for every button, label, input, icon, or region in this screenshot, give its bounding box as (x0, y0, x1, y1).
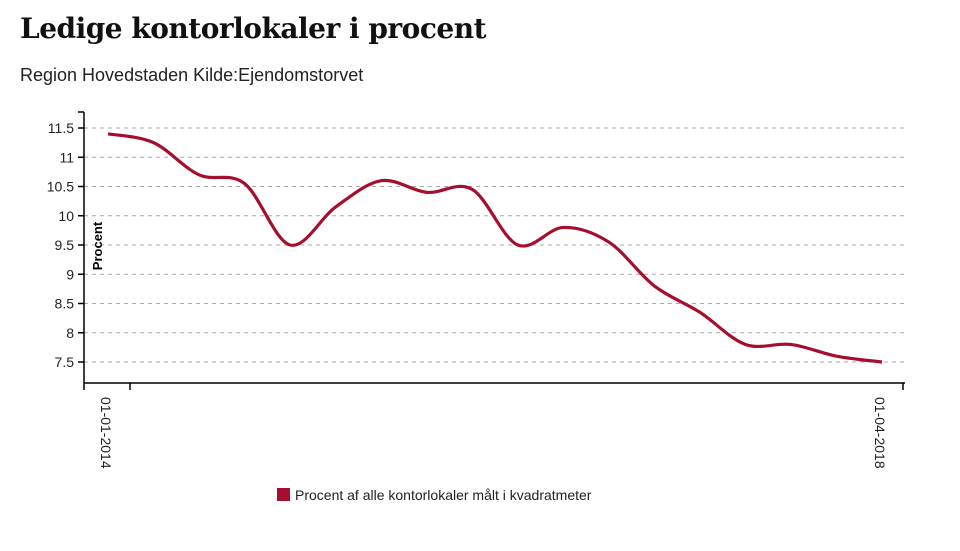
x-axis: 01-01-2014 01-04-2018 (83, 382, 905, 469)
legend: Procent af alle kontorlokaler målt i kva… (277, 487, 592, 503)
y-tick-label: 11.5 (48, 120, 74, 136)
y-tick-label: 9.5 (55, 237, 75, 253)
y-tick-label: 10 (58, 208, 74, 224)
x-tick-label: 01-01-2014 (98, 397, 114, 469)
y-tick-label: 9 (66, 266, 74, 282)
y-tick-label: 11 (59, 149, 74, 165)
series-line (107, 132, 883, 364)
chart-title: Ledige kontorlokaler i procent (20, 12, 487, 45)
y-axis-label: Procent (90, 221, 105, 270)
legend-swatch (277, 488, 290, 501)
y-tick-label: 10.5 (47, 179, 74, 195)
y-tick-label: 8.5 (55, 296, 75, 312)
y-axis: 7.5 8 8.5 9 9.5 10 10.5 11 11.5 (47, 111, 85, 383)
legend-label: Procent af alle kontorlokaler målt i kva… (295, 487, 592, 503)
x-tick-label: 01-04-2018 (872, 397, 888, 469)
series-lines (107, 132, 883, 364)
chart-subtitle: Region Hovedstaden Kilde:Ejendomstorvet (20, 65, 364, 85)
y-tick-label: 7.5 (55, 354, 75, 370)
gridlines (84, 127, 905, 363)
y-tick-label: 8 (66, 325, 74, 341)
